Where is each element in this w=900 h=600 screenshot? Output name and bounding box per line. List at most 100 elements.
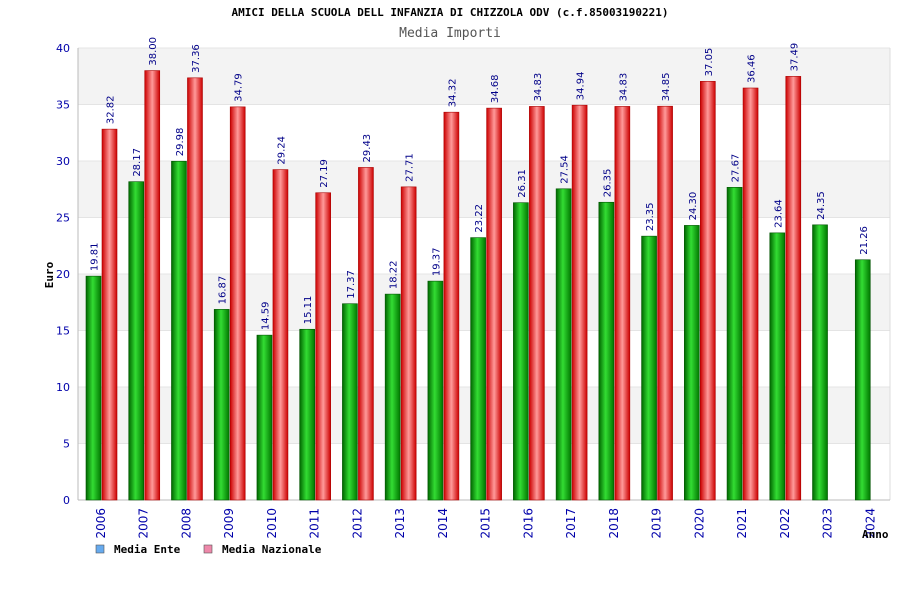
bar-media-ente — [854, 259, 871, 501]
value-labels: 19.81 32.82 28.17 38.00 29.98 37.36 16.87 34.79… — [90, 37, 870, 330]
y-tick-label: 40 — [56, 42, 70, 55]
bar-media-ente — [513, 202, 529, 501]
x-tick-label: 2017 — [564, 508, 578, 539]
x-tick-label: 2015 — [479, 508, 493, 539]
x-tick-label: 2024 — [863, 508, 877, 539]
x-axis-ticks: 2006 2007 2008 2009 2010 2011 2012 2013 2014 2015… — [94, 508, 877, 539]
y-tick-label: 5 — [63, 438, 70, 451]
y-tick-label: 0 — [63, 494, 70, 507]
x-tick-label: 2019 — [650, 508, 664, 539]
bar-media-nazionale — [486, 107, 502, 501]
bar-value-label: 34.79 — [234, 73, 245, 102]
x-tick-label: 2008 — [179, 508, 193, 539]
bar-media-nazionale — [700, 81, 716, 501]
bar-media-nazionale — [358, 167, 374, 501]
bar-value-label: 29.98 — [175, 128, 186, 157]
x-tick-label: 2022 — [778, 508, 792, 539]
x-tick-label: 2014 — [436, 508, 450, 539]
x-axis-label: Anno — [862, 528, 889, 541]
bar-value-label: 19.37 — [431, 247, 442, 276]
bar-value-label: 34.32 — [447, 79, 458, 108]
x-tick-label: 2007 — [137, 508, 151, 539]
bar-value-label: 34.94 — [576, 72, 587, 101]
bar-media-ente — [256, 334, 273, 501]
x-tick-label: 2011 — [308, 508, 322, 539]
x-tick-label: 2009 — [222, 508, 236, 539]
x-tick-label: 2021 — [735, 508, 749, 539]
bar-media-ente — [128, 181, 145, 501]
bar-media-ente — [812, 224, 828, 501]
bar-media-ente — [598, 201, 615, 501]
bar-value-label: 37.49 — [789, 43, 800, 72]
bar-value-label: 18.22 — [389, 260, 400, 289]
bar-media-nazionale — [315, 192, 331, 501]
bar-media-ente — [555, 188, 572, 501]
chart-title: AMICI DELLA SCUOLA DELL INFANZIA DI CHIZ… — [231, 6, 668, 19]
bar-value-label: 34.83 — [618, 73, 629, 102]
bar-media-nazionale — [785, 76, 802, 501]
bar-media-ente — [384, 293, 401, 501]
bar-media-nazionale — [443, 111, 460, 501]
x-tick-label: 2013 — [393, 508, 407, 539]
bar-media-nazionale — [400, 186, 417, 501]
y-tick-label: 10 — [56, 381, 70, 394]
bar-value-label: 24.30 — [688, 192, 699, 221]
bar-media-ente — [213, 309, 230, 501]
bar-value-label: 27.54 — [560, 155, 571, 184]
bar-value-label: 34.68 — [490, 74, 501, 103]
x-tick-label: 2023 — [821, 508, 835, 539]
legend: Media Ente Media Nazionale — [95, 543, 322, 556]
x-tick-label: 2018 — [607, 508, 621, 539]
legend-label: Media Ente — [114, 543, 181, 556]
bar-value-label: 16.87 — [218, 276, 229, 305]
y-tick-label: 30 — [56, 155, 70, 168]
bar-value-label: 14.59 — [260, 301, 271, 330]
bar-media-nazionale — [187, 77, 203, 501]
bar-value-label: 15.11 — [303, 296, 314, 325]
bar-value-label: 36.46 — [747, 54, 758, 83]
bar-media-nazionale — [229, 106, 246, 501]
bar-media-nazionale — [144, 70, 161, 501]
bar-media-ente — [171, 160, 187, 501]
bar-value-label: 37.36 — [191, 44, 202, 73]
y-tick-label: 35 — [56, 99, 70, 112]
bar-media-nazionale — [614, 106, 631, 501]
bar-value-label: 27.19 — [319, 159, 330, 188]
bar-value-label: 26.35 — [602, 169, 613, 198]
bar-media-ente — [726, 187, 743, 501]
bar-value-label: 37.05 — [704, 48, 715, 77]
bar-media-nazionale — [742, 87, 759, 501]
bar-value-label: 19.81 — [90, 243, 101, 272]
bar-media-ente — [299, 328, 315, 501]
y-axis-label: Euro — [43, 261, 56, 288]
bar-value-label: 23.35 — [645, 203, 656, 232]
x-tick-label: 2006 — [94, 508, 108, 539]
bar-value-label: 28.17 — [132, 148, 143, 177]
x-tick-label: 2016 — [521, 508, 535, 539]
bar-value-label: 29.43 — [362, 134, 373, 163]
y-tick-label: 20 — [56, 268, 70, 281]
bar-value-label: 34.83 — [533, 73, 544, 102]
legend-swatch — [203, 544, 213, 554]
bar-media-nazionale — [571, 104, 588, 501]
bar-value-label: 23.64 — [773, 199, 784, 228]
bar-media-ente — [769, 232, 786, 501]
y-axis-ticks: 0 5 10 15 20 25 30 35 40 — [56, 42, 70, 507]
bar-media-ente — [427, 280, 444, 501]
bar-value-label: 26.31 — [517, 169, 528, 198]
bar-value-label: 24.35 — [816, 191, 827, 220]
bar-value-label: 27.67 — [731, 154, 742, 183]
bar-media-nazionale — [272, 169, 289, 501]
bar-value-label: 27.71 — [405, 153, 416, 182]
bar-value-label: 38.00 — [148, 37, 159, 66]
bar-value-label: 29.24 — [276, 136, 287, 165]
bar-media-nazionale — [101, 128, 118, 501]
x-tick-label: 2012 — [350, 508, 364, 539]
bar-media-ente — [641, 235, 657, 501]
bar-media-ente — [342, 303, 358, 501]
bar-media-nazionale — [529, 106, 545, 501]
bar-value-label: 17.37 — [346, 270, 357, 299]
x-tick-label: 2020 — [692, 508, 706, 539]
bar-media-nazionale — [657, 105, 673, 501]
